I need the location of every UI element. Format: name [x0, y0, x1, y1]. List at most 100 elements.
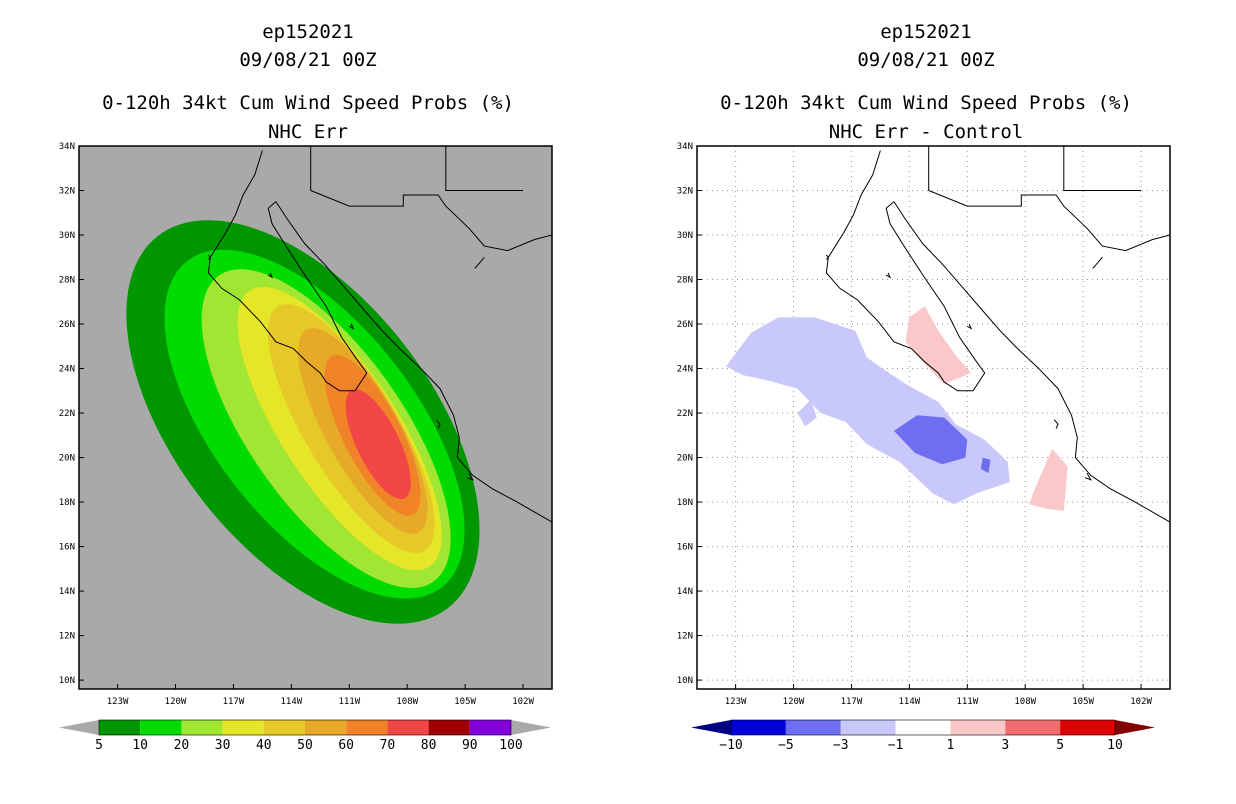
coastline-segment	[885, 272, 892, 279]
right-x-axis: 123W 120W 117W 114W 111W 108W 105W 102W	[725, 684, 1152, 707]
colorbar-label: 80	[421, 738, 437, 753]
colorbar-segment	[181, 720, 223, 735]
coastline-segment	[207, 150, 368, 392]
colorbar-label: 100	[499, 738, 522, 753]
y-tick-label: 34N	[59, 142, 75, 152]
colorbar-outline	[98, 719, 512, 736]
coastline-segment	[826, 254, 829, 260]
colorbar-segment	[840, 720, 896, 735]
colorbar-segment	[99, 720, 141, 735]
colorbar-label: 5	[1056, 738, 1064, 753]
x-tick-label: 108W	[396, 697, 418, 707]
colorbar-label: 1	[947, 738, 955, 753]
left-storm-id: ep152021	[262, 21, 354, 43]
coastline-segment	[928, 146, 1170, 252]
coastline-segment	[474, 256, 485, 269]
difference-region	[1029, 448, 1068, 511]
colorbar-right-extension	[1115, 720, 1155, 735]
colorbar-segment	[731, 720, 786, 735]
colorbar-right-extension	[511, 720, 551, 735]
coastline-segment	[1084, 472, 1092, 481]
colorbar-segment	[1005, 720, 1061, 735]
coastline-segment	[466, 472, 474, 481]
right-gridlines	[697, 146, 1170, 689]
right-colorbar: −10 −5 −3 −1 1 3 5 10	[691, 719, 1155, 753]
colorbar-label: 20	[174, 738, 190, 753]
left-subtitle: NHC Err	[268, 121, 348, 143]
colorbar-label: 60	[338, 738, 354, 753]
colorbar-segment	[469, 720, 511, 735]
y-tick-label: 28N	[677, 276, 693, 286]
left-map-frame	[78, 145, 553, 690]
right-subtitle: NHC Err - Control	[829, 121, 1023, 143]
right-difference-regions	[726, 306, 1068, 511]
coastline-segment	[267, 272, 274, 279]
colorbar-label: 40	[256, 738, 272, 753]
y-tick-label: 14N	[59, 587, 75, 597]
x-tick-label: 123W	[107, 697, 129, 707]
colorbar-segment	[263, 720, 305, 735]
y-tick-label: 32N	[677, 187, 693, 197]
coastline-segment	[967, 323, 973, 330]
left-date: 09/08/21 00Z	[239, 49, 376, 71]
colorbar-label: 10	[132, 738, 148, 753]
x-tick-label: 105W	[454, 697, 476, 707]
right-map-frame	[696, 145, 1171, 690]
right-coastline	[825, 146, 1170, 523]
x-tick-label: 102W	[512, 697, 534, 707]
difference-region	[905, 306, 972, 385]
colorbar-outline	[730, 719, 1116, 736]
colorbar-segment	[140, 720, 182, 735]
x-tick-label: 123W	[725, 697, 747, 707]
colorbar-label: −1	[888, 738, 904, 753]
y-tick-label: 22N	[59, 409, 75, 419]
coastline-segment	[1053, 419, 1059, 429]
probability-contour-70	[345, 389, 411, 500]
coastline-segment	[435, 419, 441, 429]
y-tick-label: 20N	[59, 454, 75, 464]
x-tick-label: 102W	[1130, 697, 1152, 707]
right-storm-id: ep152021	[880, 21, 972, 43]
coastline-segment	[310, 146, 552, 252]
left-colorbar: 5 10 20 30 40 50 60 70 80 90 100	[59, 719, 551, 753]
x-tick-label: 111W	[956, 697, 978, 707]
left-y-axis: 10N 12N 14N 16N 18N 20N 22N 24N 26N 28N 30N 32N 34N	[59, 142, 84, 686]
colorbar-label: 50	[297, 738, 313, 753]
left-probability-contours	[126, 220, 480, 624]
colorbar-label: 30	[215, 738, 231, 753]
left-coastline	[207, 146, 552, 523]
colorbar-label: 70	[380, 738, 396, 753]
colorbar-label: −10	[719, 738, 742, 753]
left-title: 0-120h 34kt Cum Wind Speed Probs (%)	[102, 92, 514, 114]
colorbar-segment	[387, 720, 429, 735]
coastline-segment	[825, 150, 986, 392]
left-panel: ep152021 09/08/21 00Z 0-120h 34kt Cum Wi…	[59, 21, 553, 753]
colorbar-segment	[950, 720, 1006, 735]
colorbar-left-extension	[59, 720, 99, 735]
coastline-segment	[349, 323, 355, 330]
colorbar-segment	[428, 720, 470, 735]
x-tick-label: 111W	[338, 697, 360, 707]
x-tick-label: 114W	[899, 697, 921, 707]
right-date: 09/08/21 00Z	[857, 49, 994, 71]
coastline-segment	[208, 254, 211, 260]
difference-region	[893, 415, 968, 465]
coastline-segment	[275, 201, 552, 523]
y-tick-label: 28N	[59, 276, 75, 286]
x-tick-label: 117W	[841, 697, 863, 707]
x-tick-label: 108W	[1014, 697, 1036, 707]
colorbar-label: 90	[462, 738, 478, 753]
y-tick-label: 22N	[677, 409, 693, 419]
y-tick-label: 30N	[677, 231, 693, 241]
colorbar-left-extension	[691, 720, 731, 735]
x-tick-label: 105W	[1072, 697, 1094, 707]
y-tick-label: 24N	[677, 365, 693, 375]
colorbar-segment	[305, 720, 347, 735]
colorbar-segment	[1060, 720, 1115, 735]
difference-region	[980, 457, 991, 474]
y-tick-label: 26N	[59, 320, 75, 330]
y-tick-label: 10N	[677, 676, 693, 686]
colorbar-label: −5	[778, 738, 794, 753]
colorbar-segment	[895, 720, 951, 735]
